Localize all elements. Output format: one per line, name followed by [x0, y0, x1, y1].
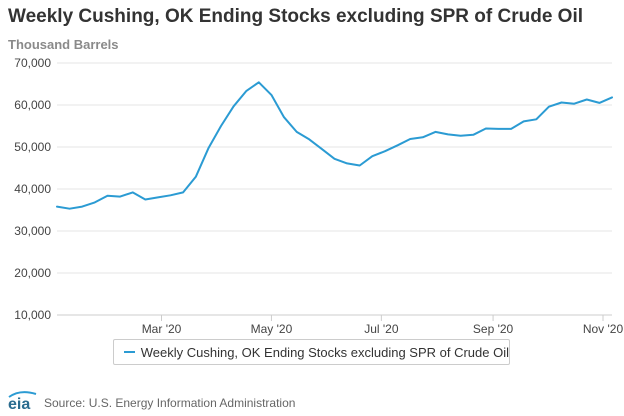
- y-axis-unit-label: Thousand Barrels: [8, 37, 119, 52]
- series-line-cushing-stocks: [56, 81, 613, 210]
- legend-label: Weekly Cushing, OK Ending Stocks excludi…: [140, 344, 509, 360]
- y-tick-label: 50,000: [14, 140, 51, 154]
- x-tick-label: May '20: [251, 322, 293, 336]
- y-tick-label: 60,000: [14, 98, 51, 112]
- y-tick-label: 20,000: [14, 266, 51, 280]
- y-tick-label: 10,000: [14, 308, 51, 322]
- y-tick-label: 30,000: [14, 224, 51, 238]
- source-note: Source: U.S. Energy Information Administ…: [44, 396, 296, 410]
- y-tick-label: 40,000: [14, 182, 51, 196]
- svg-text:eia: eia: [8, 396, 30, 412]
- eia-logo-icon: eia: [8, 391, 37, 412]
- chart-legend[interactable]: Weekly Cushing, OK Ending Stocks excludi…: [113, 339, 510, 365]
- x-tick-label: Nov '20: [583, 322, 624, 336]
- line-chart: 10,000 20,000 30,000 40,000 50,000 60,000 70,0…: [14, 56, 624, 336]
- chart-title: Weekly Cushing, OK Ending Stocks excludi…: [8, 6, 584, 27]
- x-tick-label: Jul '20: [364, 322, 399, 336]
- x-tick-label: Sep '20: [473, 322, 514, 336]
- legend-line-swatch: [124, 351, 135, 353]
- x-tick-label: Mar '20: [142, 322, 182, 336]
- y-tick-label: 70,000: [14, 56, 51, 70]
